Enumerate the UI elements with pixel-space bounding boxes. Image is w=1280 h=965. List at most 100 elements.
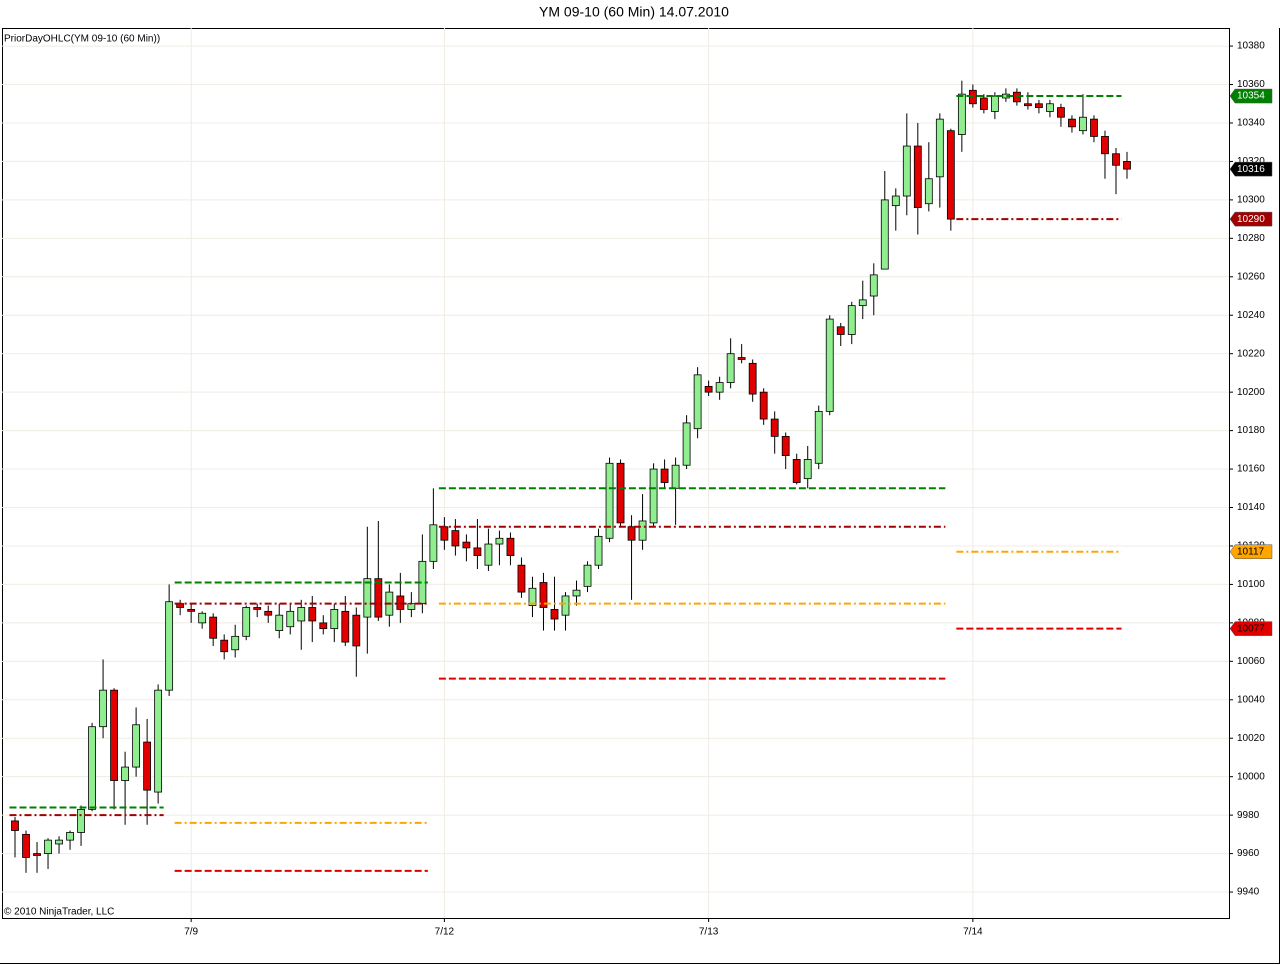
price-marker [1229, 88, 1273, 104]
candle-body [11, 820, 19, 831]
y-tick-label: 10060 [1237, 656, 1265, 667]
price-marker-label: 10316 [1237, 164, 1265, 175]
candle-body [649, 468, 658, 524]
candle-body [319, 622, 328, 630]
candle-body [979, 97, 988, 110]
candle-body [737, 357, 746, 360]
candle-body [572, 589, 581, 597]
candle-body [1090, 118, 1098, 137]
price-marker [1229, 161, 1273, 177]
candle-body [682, 422, 691, 466]
candle-body [550, 609, 559, 620]
candle-body [341, 610, 350, 643]
candle-body [825, 318, 834, 412]
candle-body [770, 418, 779, 437]
candle-body [957, 93, 966, 135]
candle-body [363, 578, 372, 618]
y-tick-label: 10380 [1237, 41, 1265, 52]
y-tick-label: 10160 [1237, 464, 1265, 475]
candle-body [583, 564, 592, 587]
candle-body [187, 609, 196, 612]
price-marker-label: 10077 [1237, 623, 1265, 634]
y-tick-label: 10360 [1237, 79, 1265, 90]
y-tick-label: 9960 [1237, 848, 1260, 859]
y-tick-label: 10260 [1237, 271, 1265, 282]
candle-body [528, 587, 537, 606]
candle-body [704, 385, 713, 393]
chart-title: YM 09-10 (60 Min) 14.07.2010 [539, 4, 729, 20]
copyright: © 2010 NinjaTrader, LLC [4, 907, 114, 918]
candle-body [1123, 161, 1131, 170]
price-marker-label: 10354 [1237, 91, 1265, 102]
candle-body [671, 464, 680, 489]
candle-body [1046, 103, 1054, 112]
candle-body [231, 635, 240, 651]
plot-frame [2, 28, 1230, 919]
candle-body [1112, 153, 1120, 166]
candle-body [836, 326, 845, 335]
candle-body [429, 524, 438, 562]
y-tick-label: 10100 [1237, 579, 1265, 590]
candle-body [220, 639, 229, 653]
y-tick-label: 10280 [1237, 233, 1265, 244]
candle-body [627, 526, 636, 541]
candle-body [858, 299, 867, 307]
y-tick-label: 10180 [1237, 425, 1265, 436]
candle-body [143, 741, 152, 791]
y-tick-label: 10320 [1237, 156, 1265, 167]
candle-body [891, 195, 900, 207]
candle-body [605, 462, 614, 539]
y-tick-label: 10040 [1237, 694, 1265, 705]
candle-body [66, 832, 74, 841]
candle-body [902, 145, 911, 197]
candle-body [495, 537, 504, 545]
candle-body [462, 541, 471, 549]
x-tick-label: 7/9 [184, 927, 198, 938]
candle-body [561, 595, 570, 616]
y-tick-label: 10140 [1237, 502, 1265, 513]
candle-body [198, 612, 207, 624]
candle-body [693, 374, 702, 430]
candle-body [924, 178, 933, 205]
y-tick-label: 10240 [1237, 310, 1265, 321]
candle-body [1057, 107, 1065, 118]
candle-body [990, 95, 999, 112]
candle-body [308, 607, 317, 622]
candle-body [77, 808, 85, 833]
price-marker [1229, 544, 1273, 559]
candle-body [748, 362, 757, 395]
y-tick-label: 10000 [1237, 771, 1265, 782]
y-tick-label: 10020 [1237, 733, 1265, 744]
candle-body [22, 833, 30, 858]
candle-body [473, 547, 482, 556]
candle-body [88, 726, 96, 810]
candle-body [660, 468, 669, 483]
candle-body [759, 391, 768, 420]
y-tick-label: 10200 [1237, 387, 1265, 398]
candle-body [935, 118, 944, 178]
candle-body [132, 724, 141, 768]
candle-body [946, 130, 955, 220]
candle-body [814, 410, 823, 464]
candle-body [484, 543, 493, 566]
candle-body [913, 145, 922, 208]
candle-body [209, 616, 218, 639]
price-marker [1229, 621, 1273, 636]
y-tick-label: 10300 [1237, 195, 1265, 206]
candle-body [297, 607, 306, 622]
candle-body [792, 459, 801, 483]
candle-body [121, 766, 129, 781]
candle-body [110, 689, 118, 781]
candle-body [847, 305, 856, 335]
x-tick-label: 7/14 [963, 927, 983, 938]
price-marker [1229, 211, 1273, 227]
candle-body [352, 614, 361, 647]
candle-body [165, 601, 174, 691]
candle-body [726, 353, 735, 383]
candle-body [1079, 116, 1087, 132]
candle-body [1035, 103, 1043, 108]
candle-body [616, 462, 625, 524]
candle-body [1024, 103, 1032, 107]
candle-body [638, 520, 647, 541]
